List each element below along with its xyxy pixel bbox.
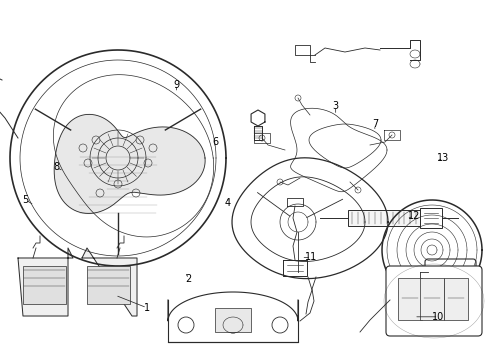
Polygon shape	[18, 248, 73, 316]
Bar	[446, 268, 455, 278]
Bar	[87, 266, 130, 304]
Text: 10: 10	[433, 312, 445, 322]
Bar	[23, 266, 66, 304]
Text: 11: 11	[305, 252, 318, 262]
Text: 6: 6	[213, 137, 219, 147]
Text: 7: 7	[372, 119, 378, 129]
Text: 12: 12	[408, 211, 420, 221]
Bar	[215, 308, 251, 332]
Text: 13: 13	[438, 153, 450, 163]
Text: 8: 8	[53, 162, 59, 172]
Text: 3: 3	[333, 101, 339, 111]
Bar	[446, 282, 455, 292]
Polygon shape	[82, 248, 137, 316]
Text: 2: 2	[186, 274, 192, 284]
Bar	[458, 282, 467, 292]
Bar	[434, 282, 443, 292]
Bar	[398, 278, 422, 320]
Text: 1: 1	[144, 303, 150, 313]
Text: 9: 9	[173, 80, 179, 90]
FancyBboxPatch shape	[386, 266, 482, 336]
Bar	[348, 210, 420, 226]
Polygon shape	[54, 114, 205, 213]
Bar	[420, 208, 442, 228]
Bar	[444, 278, 468, 320]
Text: 4: 4	[225, 198, 231, 208]
Text: 5: 5	[23, 195, 28, 205]
Bar	[434, 268, 443, 278]
Bar	[420, 278, 444, 320]
FancyBboxPatch shape	[425, 259, 476, 303]
Bar	[458, 268, 467, 278]
